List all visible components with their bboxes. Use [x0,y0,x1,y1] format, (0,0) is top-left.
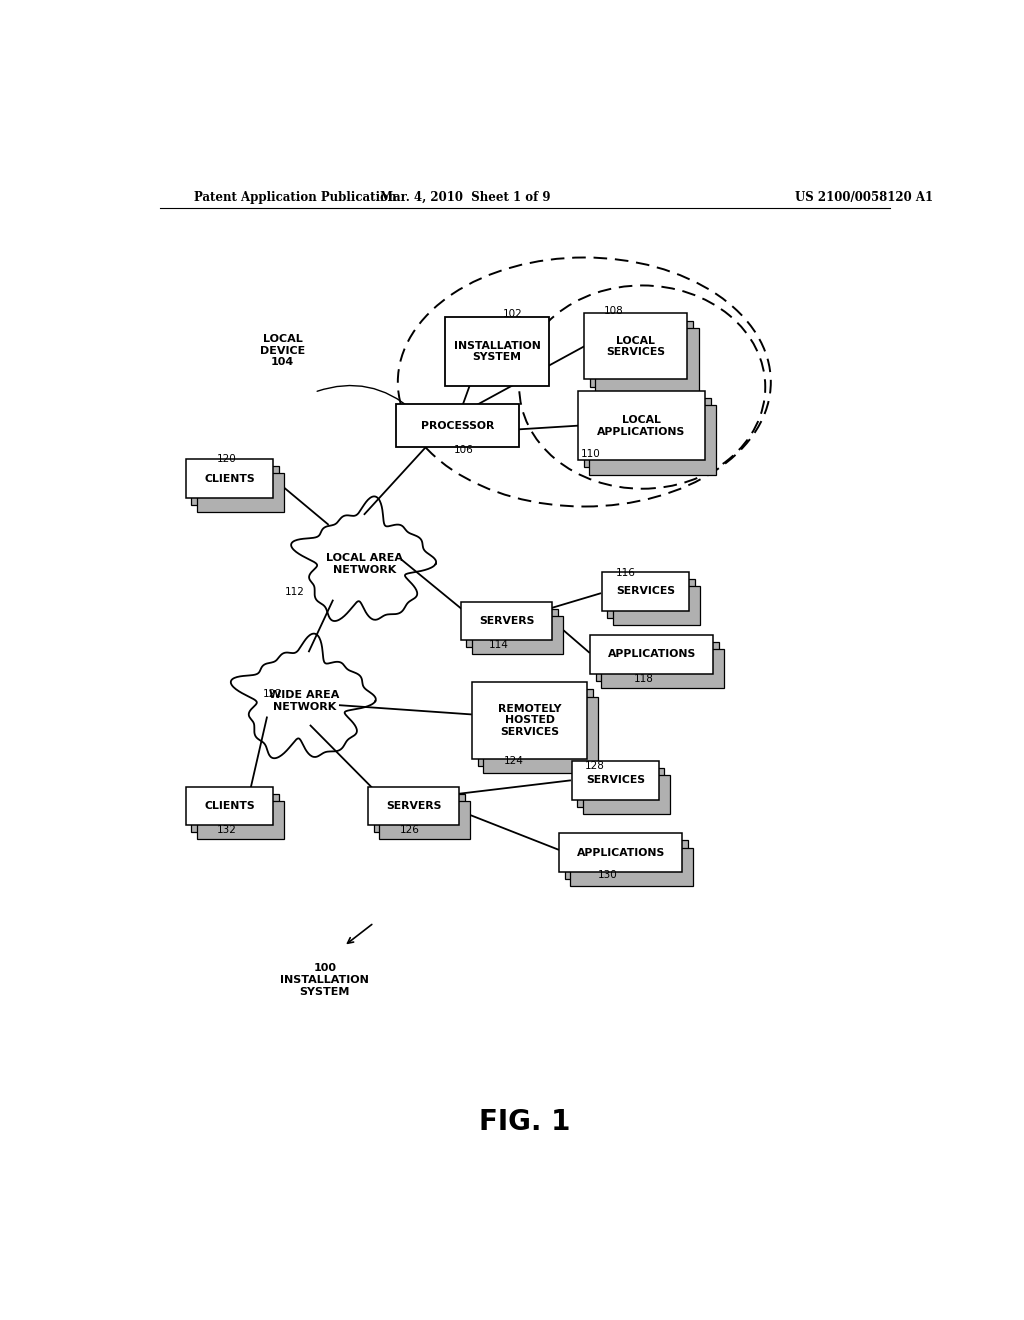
Text: 126: 126 [400,825,420,836]
Text: LOCAL
APPLICATIONS: LOCAL APPLICATIONS [597,414,686,437]
FancyBboxPatch shape [595,327,698,393]
Text: INSTALLATION
SYSTEM: INSTALLATION SYSTEM [454,341,541,362]
FancyBboxPatch shape [590,635,714,673]
Text: CLIENTS: CLIENTS [204,801,255,810]
FancyBboxPatch shape [613,586,700,624]
Text: 130: 130 [598,870,617,880]
FancyBboxPatch shape [602,572,689,611]
Text: 108: 108 [604,306,624,315]
Text: 122: 122 [263,689,283,700]
FancyBboxPatch shape [596,643,719,681]
FancyBboxPatch shape [379,801,470,840]
Text: US 2100/0058120 A1: US 2100/0058120 A1 [795,190,933,203]
Text: APPLICATIONS: APPLICATIONS [607,649,696,660]
Text: FIG. 1: FIG. 1 [479,1107,570,1137]
Text: 110: 110 [581,449,600,459]
FancyBboxPatch shape [445,317,549,385]
FancyBboxPatch shape [601,649,724,688]
Text: 106: 106 [454,445,473,455]
Polygon shape [291,496,436,620]
FancyBboxPatch shape [197,801,285,840]
Text: Mar. 4, 2010  Sheet 1 of 9: Mar. 4, 2010 Sheet 1 of 9 [380,190,551,203]
Text: 128: 128 [585,762,605,771]
Text: 118: 118 [634,673,653,684]
Text: WIDE AREA
NETWORK: WIDE AREA NETWORK [269,690,339,711]
FancyBboxPatch shape [565,841,688,879]
Text: REMOTELY
HOSTED
SERVICES: REMOTELY HOSTED SERVICES [498,704,561,737]
Text: Patent Application Publication: Patent Application Publication [194,190,396,203]
FancyBboxPatch shape [583,775,670,814]
Polygon shape [230,634,376,758]
FancyBboxPatch shape [589,405,716,474]
FancyBboxPatch shape [472,615,563,655]
FancyBboxPatch shape [483,697,598,772]
Text: LOCAL
DEVICE
104: LOCAL DEVICE 104 [260,334,305,367]
FancyBboxPatch shape [477,689,593,766]
Text: 112: 112 [285,587,305,598]
FancyBboxPatch shape [197,474,285,512]
Text: 102: 102 [503,309,522,319]
FancyBboxPatch shape [584,399,711,467]
FancyBboxPatch shape [186,459,273,498]
Text: CLIENTS: CLIENTS [204,474,255,483]
FancyBboxPatch shape [472,682,587,759]
FancyBboxPatch shape [585,313,687,379]
Text: SERVERS: SERVERS [479,616,535,626]
FancyBboxPatch shape [570,847,693,886]
FancyBboxPatch shape [186,787,273,825]
FancyBboxPatch shape [590,321,693,387]
Text: LOCAL AREA
NETWORK: LOCAL AREA NETWORK [326,553,403,574]
Text: PROCESSOR: PROCESSOR [421,421,494,430]
FancyBboxPatch shape [607,579,694,618]
Text: SERVERS: SERVERS [386,801,441,810]
FancyBboxPatch shape [396,404,519,447]
FancyBboxPatch shape [578,768,665,807]
FancyBboxPatch shape [578,391,705,461]
Text: 116: 116 [616,568,636,578]
Text: 114: 114 [489,640,509,651]
FancyBboxPatch shape [571,762,658,800]
Text: LOCAL
SERVICES: LOCAL SERVICES [606,335,666,358]
FancyBboxPatch shape [374,793,465,833]
FancyBboxPatch shape [191,793,279,833]
Text: 124: 124 [504,756,523,766]
FancyBboxPatch shape [559,833,682,873]
FancyBboxPatch shape [368,787,460,825]
Text: SERVICES: SERVICES [586,775,645,785]
Text: 100
INSTALLATION
SYSTEM: 100 INSTALLATION SYSTEM [281,964,370,997]
FancyBboxPatch shape [461,602,552,640]
FancyBboxPatch shape [467,609,558,647]
Text: 132: 132 [217,825,237,836]
Text: SERVICES: SERVICES [615,586,675,597]
Text: 120: 120 [217,454,237,465]
Text: APPLICATIONS: APPLICATIONS [577,847,665,858]
FancyBboxPatch shape [191,466,279,506]
